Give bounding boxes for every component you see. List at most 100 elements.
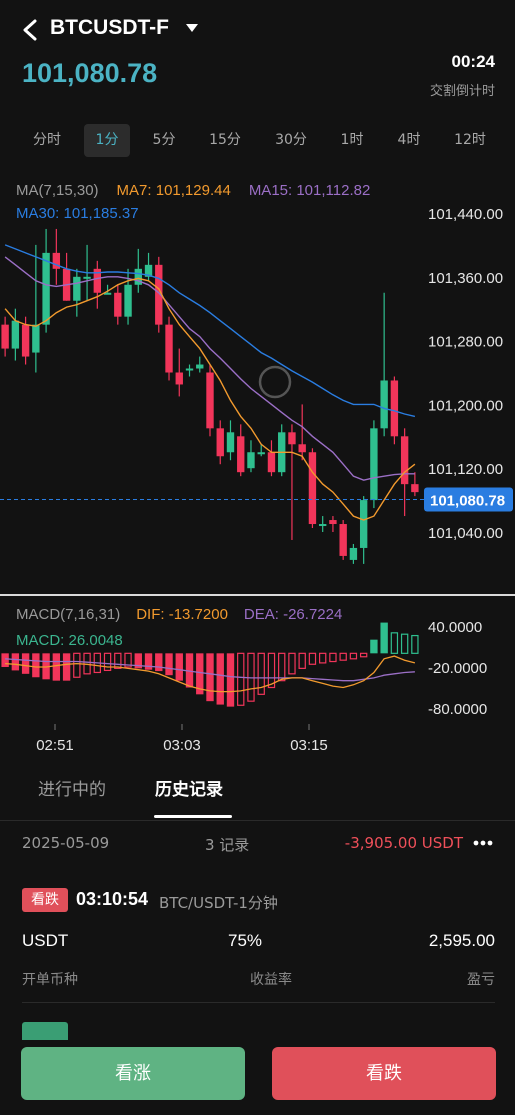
macd-bar (1, 653, 9, 667)
direction-badge: 看跌 (22, 888, 68, 912)
candle (257, 444, 265, 457)
candle-body (42, 252, 50, 325)
candle-body (247, 452, 255, 469)
tab-timeframe-3[interactable]: 15分 (209, 132, 241, 148)
macd-bar (288, 652, 296, 675)
candle (93, 260, 102, 309)
candle-body (206, 372, 214, 429)
candle (124, 268, 132, 325)
history-record[interactable]: 看跌 03:10:54 BTC/USDT-1分钟 USDT 75% 2,595.… (0, 880, 515, 1003)
more-icon[interactable] (473, 840, 493, 846)
y-axis-label: 101,280.00 (428, 334, 503, 351)
back-arrow-icon[interactable] (20, 18, 42, 42)
ma30-legend: MA30: 101,185.37 (16, 205, 139, 222)
candle-body (298, 444, 306, 453)
candle (318, 516, 327, 532)
candle (62, 252, 71, 301)
macd-bar (42, 653, 50, 680)
candle (114, 284, 122, 325)
macd-chart[interactable]: 40.0000 -20.0000 -80.0000 02:51 03:03 03:15 (0, 598, 515, 768)
active-tab-underline (154, 815, 232, 818)
candle-body (144, 264, 153, 277)
candle (134, 248, 142, 293)
candle-body (155, 264, 163, 325)
y-axis-label: 101,440.00 (428, 206, 503, 223)
candle-body (103, 292, 112, 295)
tab-timeframe-0[interactable]: 分时 (33, 132, 61, 148)
summary-count: 3 记录 (205, 836, 250, 854)
macd-bar (267, 652, 276, 689)
macd-bar (32, 653, 40, 678)
ma7-legend: MA7: 101,129.44 (116, 182, 231, 199)
macd-bar (308, 652, 317, 665)
macd-bar (114, 652, 122, 669)
candle-body (226, 432, 235, 453)
candlestick-chart[interactable]: 101,440.00 101,360.00 101,280.00 101,200.00… (0, 175, 515, 595)
tab-timeframe-7[interactable]: 12时 (454, 132, 486, 148)
macd-bar (226, 653, 235, 707)
record-time: 03:10:54 (76, 889, 149, 909)
x-axis-label: 03:15 (290, 737, 328, 754)
caret-down-icon[interactable] (186, 24, 198, 33)
candle (278, 424, 286, 477)
candle (185, 364, 194, 377)
tab-in-progress[interactable]: 进行中的 (38, 780, 106, 800)
candle-body (124, 284, 132, 317)
tab-history[interactable]: 历史记录 (155, 780, 223, 800)
candle (42, 228, 50, 333)
candle-body (175, 372, 183, 385)
macd-bar (206, 653, 214, 702)
header: BTCUSDT-F 101,080.78 00:24 交割倒计时 (0, 0, 515, 120)
candle (73, 268, 81, 317)
dea-line (5, 658, 415, 682)
macd-bar (52, 653, 61, 681)
tab-timeframe-4[interactable]: 30分 (275, 132, 307, 148)
pair-title[interactable]: BTCUSDT-F (50, 16, 169, 39)
tab-timeframe-2[interactable]: 5分 (152, 132, 176, 148)
candle (237, 424, 245, 477)
candle-body (329, 520, 337, 525)
ma-legend-main: MA(7,15,30) (16, 182, 99, 199)
candle-body (93, 268, 102, 293)
ma15-line (4, 256, 415, 481)
buy-up-button[interactable]: 看涨 (21, 1047, 245, 1100)
candle-body (370, 428, 378, 501)
candle (298, 404, 306, 461)
chart-divider (0, 594, 515, 596)
candle (11, 308, 20, 361)
candle-body (52, 252, 61, 269)
macd-bar (380, 622, 388, 654)
macd-bar (349, 652, 358, 660)
tab-timeframe-6[interactable]: 4时 (397, 132, 421, 148)
macd-bar (318, 652, 327, 664)
y-axis-label: 101,200.00 (428, 397, 503, 414)
tab-timeframe-5[interactable]: 1时 (340, 132, 364, 148)
candle (370, 420, 378, 509)
pl-label: 盈亏 (467, 972, 495, 988)
macd-bar (370, 639, 378, 654)
candle-body (390, 380, 399, 437)
candle-body (288, 432, 296, 445)
candle (175, 348, 183, 397)
macd-bar (21, 653, 30, 674)
macd-y-axis-label: 40.0000 (428, 619, 482, 636)
countdown-label: 交割倒计时 (429, 84, 495, 99)
candle-body (400, 436, 409, 485)
countdown-timer: 00:24 (451, 52, 495, 71)
ma30-line (4, 244, 416, 418)
candle-body (21, 324, 30, 357)
macd-bar (196, 653, 204, 695)
buy-down-button[interactable]: 看跌 (272, 1047, 496, 1100)
macd-bar (400, 633, 409, 654)
macd-bar (124, 652, 132, 668)
coin-label: 开单币种 (22, 972, 78, 988)
macd-bar (175, 653, 183, 681)
tab-timeframe-1[interactable]: 1分 (84, 124, 130, 157)
record-separator (22, 1002, 495, 1003)
candle-body (185, 368, 194, 371)
candle (411, 472, 419, 497)
macd-bar (62, 653, 71, 681)
candle (349, 543, 358, 564)
ma15-legend: MA15: 101,112.82 (248, 182, 371, 199)
dea-legend: DEA: -26.7224 (243, 606, 343, 623)
